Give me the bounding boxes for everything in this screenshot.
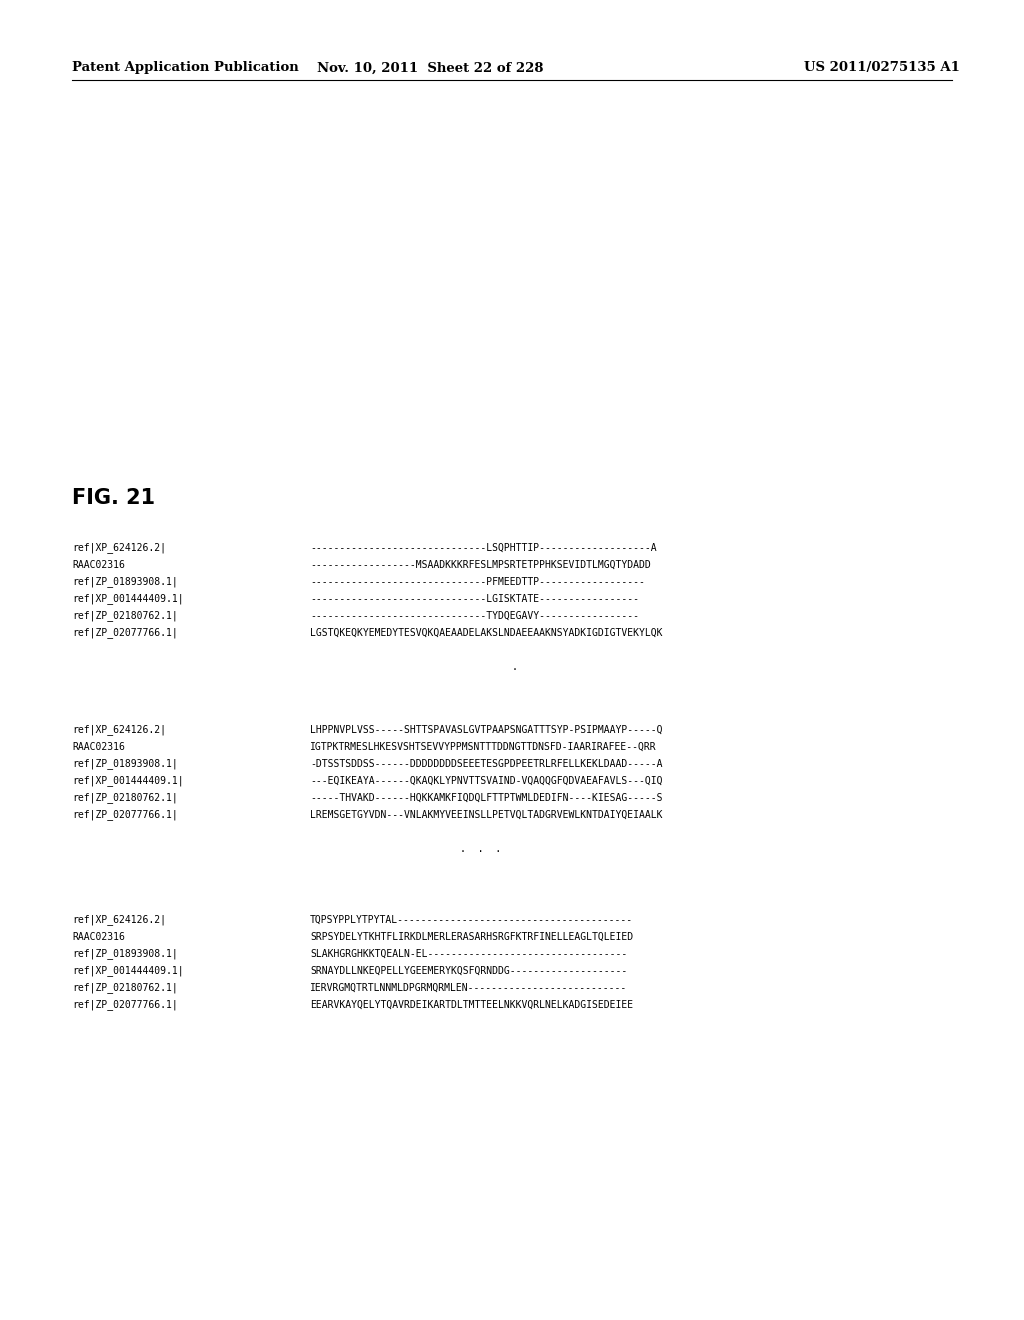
Text: ref|XP_001444409.1|: ref|XP_001444409.1| — [72, 965, 183, 977]
Text: LGSTQKEQKYEMEDYTESVQKQAEAADELAKSLNDAEEAAKNSYADKIGDIGTVEKYLQK: LGSTQKEQKYEMEDYTESVQKQAEAADELAKSLNDAEEAA… — [310, 628, 663, 638]
Text: ---EQIKEAYA------QKAQKLYPNVTTSVAIND-VQAQQGFQDVAEAFAVLS---QIQ: ---EQIKEAYA------QKAQKLYPNVTTSVAIND-VQAQ… — [310, 776, 663, 785]
Text: EEARVKAYQELYTQAVRDEIKARTDLTMTTEELNKKVQRLNELKADGISEDEIEE: EEARVKAYQELYTQAVRDEIKARTDLTMTTEELNKKVQRL… — [310, 1001, 633, 1010]
Text: ------------------------------LSQPHTTIP-------------------A: ------------------------------LSQPHTTIP-… — [310, 543, 656, 553]
Text: ref|ZP_02180762.1|: ref|ZP_02180762.1| — [72, 792, 178, 804]
Text: ref|ZP_02180762.1|: ref|ZP_02180762.1| — [72, 982, 178, 994]
Text: IERVRGMQTRTLNNMLDPGRMQRMLEN---------------------------: IERVRGMQTRTLNNMLDPGRMQRMLEN-------------… — [310, 983, 628, 993]
Text: ref|XP_624126.2|: ref|XP_624126.2| — [72, 725, 166, 735]
Text: ref|ZP_01893908.1|: ref|ZP_01893908.1| — [72, 949, 178, 960]
Text: FIG. 21: FIG. 21 — [72, 488, 155, 508]
Text: LREMSGETGYVDN---VNLAKMYVEEINSLLPETVQLTADGRVEWLKNTDAIYQEIAALK: LREMSGETGYVDN---VNLAKMYVEEINSLLPETVQLTAD… — [310, 810, 663, 820]
Text: ref|ZP_02180762.1|: ref|ZP_02180762.1| — [72, 611, 178, 622]
Text: ref|ZP_01893908.1|: ref|ZP_01893908.1| — [72, 759, 178, 770]
Text: ref|XP_001444409.1|: ref|XP_001444409.1| — [72, 776, 183, 787]
Text: ref|XP_624126.2|: ref|XP_624126.2| — [72, 915, 166, 925]
Text: ref|XP_001444409.1|: ref|XP_001444409.1| — [72, 594, 183, 605]
Text: ref|XP_624126.2|: ref|XP_624126.2| — [72, 543, 166, 553]
Text: ref|ZP_01893908.1|: ref|ZP_01893908.1| — [72, 577, 178, 587]
Text: IGTPKTRMESLHKESVSHTSEVVYPPMSNTTTDDNGTTDNSFD-IAARIRAFEE--QRR: IGTPKTRMESLHKESVSHTSEVVYPPMSNTTTDDNGTTDN… — [310, 742, 656, 752]
Text: ref|ZP_02077766.1|: ref|ZP_02077766.1| — [72, 627, 178, 639]
Text: ref|ZP_02077766.1|: ref|ZP_02077766.1| — [72, 999, 178, 1010]
Text: SRPSYDELYTKHTFLIRKDLMERLERASARHSRGFKTRFINELLEAGLTQLEIED: SRPSYDELYTKHTFLIRKDLMERLERASARHSRGFKTRFI… — [310, 932, 633, 942]
Text: Nov. 10, 2011  Sheet 22 of 228: Nov. 10, 2011 Sheet 22 of 228 — [316, 62, 544, 74]
Text: Patent Application Publication: Patent Application Publication — [72, 62, 299, 74]
Text: .  .  .: . . . — [460, 843, 501, 854]
Text: SLAKHGRGHKKTQEALN-EL----------------------------------: SLAKHGRGHKKTQEALN-EL--------------------… — [310, 949, 628, 960]
Text: .: . — [512, 663, 518, 672]
Text: ------------------------------PFMEEDTTP------------------: ------------------------------PFMEEDTTP-… — [310, 577, 645, 587]
Text: RAAC02316: RAAC02316 — [72, 560, 125, 570]
Text: -DTSSTSDDSS------DDDDDDDDSEEETESGPDPEETRLRFELLKEKLDAAD-----A: -DTSSTSDDSS------DDDDDDDDSEEETESGPDPEETR… — [310, 759, 663, 770]
Text: RAAC02316: RAAC02316 — [72, 742, 125, 752]
Text: ------------------MSAADKKKRFESLMPSRTETPPHKSEVIDTLMGQTYDADD: ------------------MSAADKKKRFESLMPSRTETPP… — [310, 560, 650, 570]
Text: SRNAYDLLNKEQPELLYGEEMERYKQSFQRNDDG--------------------: SRNAYDLLNKEQPELLYGEEMERYKQSFQRNDDG------… — [310, 966, 628, 975]
Text: TQPSYPPLYTPYTAL----------------------------------------: TQPSYPPLYTPYTAL-------------------------… — [310, 915, 633, 925]
Text: ------------------------------LGISKTATE-----------------: ------------------------------LGISKTATE-… — [310, 594, 639, 605]
Text: US 2011/0275135 A1: US 2011/0275135 A1 — [804, 62, 961, 74]
Text: LHPPNVPLVSS-----SHTTSPAVASLGVTPAAPSNGATTTSYP-PSIPMAAYP-----Q: LHPPNVPLVSS-----SHTTSPAVASLGVTPAAPSNGATT… — [310, 725, 663, 735]
Text: RAAC02316: RAAC02316 — [72, 932, 125, 942]
Text: ------------------------------TYDQEGAVY-----------------: ------------------------------TYDQEGAVY-… — [310, 611, 639, 620]
Text: ref|ZP_02077766.1|: ref|ZP_02077766.1| — [72, 809, 178, 821]
Text: -----THVAKD------HQKKAMKFIQDQLFTTPTWMLDEDIFN----KIESAG-----S: -----THVAKD------HQKKAMKFIQDQLFTTPTWMLDE… — [310, 793, 663, 803]
